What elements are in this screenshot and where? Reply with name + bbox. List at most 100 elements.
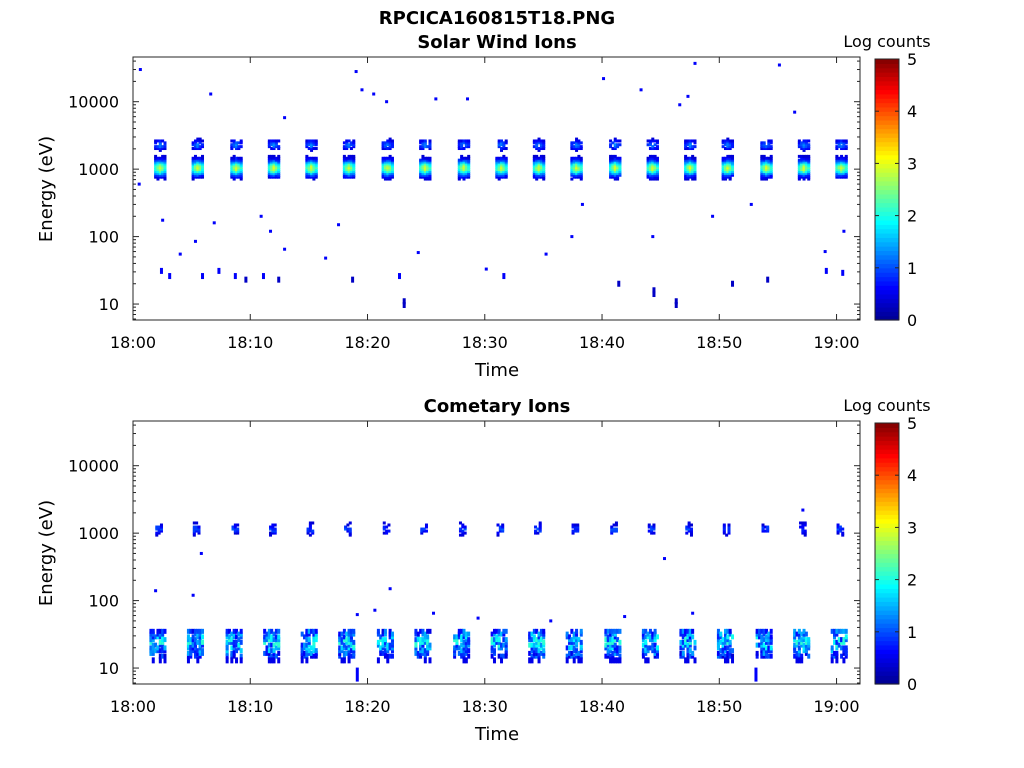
heatmap-cell — [613, 645, 617, 651]
heatmap-cell — [305, 642, 309, 648]
heatmap-cell — [453, 650, 457, 656]
heatmap-cell — [837, 160, 841, 164]
heatmap-cell — [537, 634, 541, 640]
heatmap-cell — [800, 158, 804, 162]
heatmap-cell — [613, 168, 617, 172]
heatmap-cell — [428, 657, 432, 664]
heatmap-cell — [542, 158, 546, 162]
heatmap-cell — [230, 158, 234, 162]
colorbar-segment — [875, 185, 899, 191]
heatmap-cell — [157, 527, 161, 531]
heatmap-cell — [423, 631, 427, 637]
heatmap-cell — [837, 168, 841, 172]
heatmap-cell — [539, 642, 543, 648]
heatmap-cell — [807, 166, 811, 170]
heatmap-cell — [693, 166, 697, 170]
heatmap-cell — [151, 648, 155, 654]
colorbar-segment — [875, 206, 899, 212]
heatmap-cell — [497, 642, 501, 648]
heatmap-cell — [686, 645, 690, 651]
heatmap-cell — [538, 527, 542, 531]
heatmap-cell — [836, 531, 840, 535]
heatmap-cell — [381, 160, 385, 164]
heatmap-cell — [655, 139, 659, 143]
heatmap-cell — [189, 650, 193, 656]
heatmap-cell — [191, 147, 195, 151]
heatmap-cell — [263, 637, 267, 643]
heatmap-cell — [464, 639, 468, 645]
heatmap-cell — [757, 642, 761, 648]
heatmap-cell — [504, 162, 508, 166]
heatmap-cell — [762, 653, 766, 659]
heatmap-cell — [693, 171, 697, 175]
heatmap-cell — [237, 147, 241, 151]
heatmap-cell — [537, 648, 541, 654]
heatmap-cell — [723, 631, 727, 637]
heatmap-cell — [728, 639, 732, 645]
heatmap-cell — [606, 642, 610, 648]
heatmap-cell — [835, 160, 839, 164]
colorbar-segment — [875, 588, 899, 594]
heatmap-cell — [609, 166, 613, 170]
heatmap-cell — [609, 653, 613, 659]
heatmap-cell — [235, 162, 239, 166]
heatmap-cell — [267, 173, 271, 177]
heatmap-cell — [542, 171, 546, 175]
heatmap-cell — [461, 523, 465, 527]
heatmap-cell — [163, 154, 167, 158]
heatmap-cell — [388, 164, 392, 168]
heatmap-cell — [765, 156, 769, 160]
heatmap-cell — [535, 154, 539, 158]
heatmap-cell — [570, 650, 574, 656]
heatmap-cell — [390, 145, 394, 149]
heatmap-cell — [844, 156, 848, 160]
heatmap-cell — [793, 634, 797, 640]
heatmap-cell — [681, 631, 685, 637]
heatmap-cell — [611, 162, 615, 166]
heatmap-cell — [342, 156, 346, 160]
x-axis: 18:00 18:10 18:20 18:30 18:40 18:50 19:00 — [110, 421, 860, 716]
heatmap-cell — [383, 642, 387, 648]
heatmap-cell — [352, 648, 356, 654]
heatmap-cell — [460, 653, 464, 659]
heatmap-cell — [235, 634, 239, 640]
heatmap-cell — [163, 156, 167, 160]
heatmap-cell — [272, 173, 276, 177]
heatmap-cell — [542, 164, 546, 168]
heatmap-cell — [532, 158, 536, 162]
heatmap-cell — [767, 166, 771, 170]
heatmap-cell — [495, 160, 499, 164]
heatmap-cell — [568, 639, 572, 645]
heatmap-cell — [613, 177, 617, 181]
heatmap-cell — [497, 628, 501, 634]
heatmap-cell — [762, 637, 766, 643]
heatmap-cell — [532, 171, 536, 175]
heatmap-cell — [767, 634, 771, 640]
heatmap-cell — [616, 162, 620, 166]
heatmap-cell — [345, 645, 349, 651]
heatmap-cell — [163, 175, 167, 179]
heatmap-cell — [196, 156, 200, 160]
heatmap-cell — [802, 648, 806, 654]
x-tick-label: 18:00 — [110, 333, 156, 352]
heatmap-cell — [201, 628, 205, 634]
heatmap-cell — [537, 147, 541, 151]
heatmap-cell — [305, 156, 309, 160]
heatmap-cell — [565, 657, 569, 664]
heatmap-cell — [342, 645, 346, 651]
heatmap-cell — [835, 158, 839, 162]
heatmap-cell — [721, 160, 725, 164]
heatmap-cell — [237, 631, 241, 637]
heatmap-cell — [347, 175, 351, 179]
heatmap-cell — [762, 147, 766, 151]
heatmap-cell — [804, 642, 808, 648]
heatmap-cell — [842, 139, 846, 143]
heatmap-cell — [428, 177, 432, 181]
heatmap-cell — [421, 631, 425, 637]
heatmap-cell — [762, 648, 766, 654]
heatmap-cell — [277, 628, 281, 634]
heatmap-cell — [314, 143, 318, 147]
heatmap-cell — [840, 158, 844, 162]
heatmap-cell — [270, 141, 274, 145]
heatmap-cell — [347, 154, 351, 158]
